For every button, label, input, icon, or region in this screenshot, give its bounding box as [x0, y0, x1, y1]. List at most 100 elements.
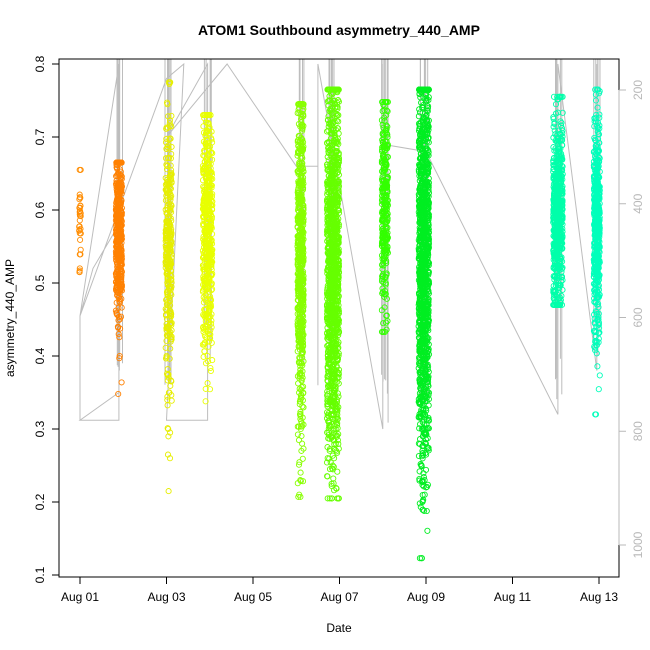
- data-point: [77, 213, 84, 220]
- data-point: [167, 135, 174, 142]
- series-cluster: [323, 86, 343, 502]
- data-point: [117, 229, 124, 236]
- data-point: [163, 219, 170, 226]
- data-point: [207, 327, 214, 334]
- data-point: [163, 99, 171, 106]
- data-point: [424, 527, 431, 534]
- data-point: [208, 136, 215, 143]
- data-point: [205, 203, 212, 210]
- data-point: [163, 135, 170, 142]
- data-point: [299, 125, 306, 132]
- data-point: [207, 217, 214, 224]
- data-point: [164, 377, 171, 384]
- data-point: [207, 252, 215, 259]
- data-point: [204, 127, 211, 134]
- data-point: [203, 306, 210, 313]
- data-point: [295, 461, 303, 468]
- data-point: [168, 276, 175, 283]
- data-point: [300, 404, 307, 411]
- data-point: [207, 364, 214, 372]
- data-point: [115, 242, 122, 249]
- data-point: [294, 431, 301, 438]
- data-point: [163, 161, 170, 168]
- data-point: [163, 145, 170, 153]
- data-point: [115, 224, 122, 231]
- data-point: [164, 451, 172, 458]
- data-point: [167, 312, 174, 319]
- data-point: [76, 196, 83, 203]
- data-point: [118, 379, 125, 386]
- data-point: [296, 459, 303, 466]
- data-point: [168, 143, 175, 150]
- data-point: [166, 316, 173, 323]
- series-cluster: [294, 101, 307, 500]
- data-point: [162, 237, 169, 245]
- data-point: [164, 204, 171, 211]
- data-point: [114, 159, 121, 166]
- data-point: [117, 260, 124, 267]
- data-point: [162, 206, 169, 213]
- data-point: [167, 267, 174, 274]
- data-point: [199, 177, 207, 184]
- data-point: [167, 302, 174, 309]
- data-point: [163, 270, 171, 278]
- data-point: [201, 312, 208, 319]
- data-point: [163, 321, 170, 328]
- data-point: [166, 298, 173, 305]
- data-point: [296, 169, 303, 176]
- data-point: [76, 267, 83, 274]
- data-point: [203, 246, 210, 253]
- data-point: [166, 284, 173, 291]
- data-point: [202, 398, 209, 405]
- data-point: [207, 149, 214, 156]
- data-point: [300, 303, 307, 310]
- data-point: [298, 351, 305, 358]
- data-point: [115, 331, 122, 338]
- data-point: [163, 166, 171, 173]
- data-point: [295, 437, 303, 444]
- data-point: [163, 236, 170, 243]
- series-cluster: [199, 112, 216, 405]
- data-point: [115, 390, 122, 398]
- data-point: [116, 284, 124, 291]
- data-point: [298, 270, 305, 277]
- chart-title: ATOM1 Southbound asymmetry_440_AMP: [198, 22, 480, 38]
- data-point: [76, 265, 83, 272]
- data-point: [201, 149, 208, 156]
- data-point: [298, 208, 305, 215]
- series-cluster: [162, 79, 175, 495]
- data-point: [114, 214, 121, 221]
- data-point: [167, 169, 175, 176]
- data-point: [113, 299, 120, 306]
- data-point: [295, 101, 303, 108]
- data-point: [167, 382, 174, 389]
- data-point: [163, 262, 170, 269]
- data-point: [116, 292, 123, 299]
- data-point: [162, 174, 169, 182]
- data-point: [165, 253, 172, 260]
- data-point: [167, 290, 174, 297]
- data-point: [204, 380, 211, 387]
- data-point: [207, 143, 214, 150]
- data-point: [295, 239, 302, 246]
- data-point: [204, 227, 211, 234]
- data-point: [118, 295, 125, 302]
- data-point: [166, 180, 173, 187]
- data-point: [77, 236, 84, 243]
- points-layer: [76, 79, 603, 562]
- data-point: [299, 455, 306, 462]
- data-point: [206, 305, 213, 312]
- data-point: [166, 173, 173, 181]
- data-point: [204, 285, 211, 292]
- data-point: [166, 242, 173, 249]
- data-point: [163, 185, 170, 192]
- data-point: [168, 230, 175, 237]
- data-point: [116, 316, 123, 323]
- data-point: [77, 246, 84, 253]
- data-point: [297, 469, 304, 476]
- data-point: [206, 386, 214, 393]
- data-point: [163, 352, 170, 359]
- data-point: [200, 353, 207, 360]
- data-point: [207, 160, 214, 167]
- data-point: [203, 182, 210, 189]
